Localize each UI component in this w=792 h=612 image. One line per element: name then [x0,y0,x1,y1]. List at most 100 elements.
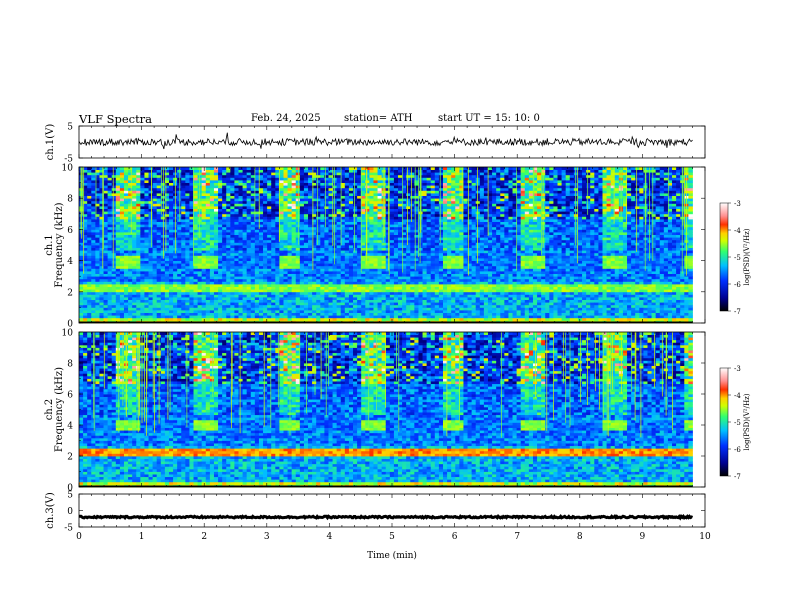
spectrogram-cell [287,299,293,303]
spectrogram-cell [361,242,366,246]
spectrogram-cell [222,271,227,274]
spectrogram-cell [389,172,395,176]
spectrogram-cell [185,302,190,306]
spectrogram-cell [361,294,366,298]
spectrogram-cell [393,242,399,246]
spectrogram-cell [119,208,125,212]
spectrogram-cell [336,219,342,222]
spectrogram-cell [209,200,215,204]
spectrogram-cell [361,182,366,186]
spectrogram-cell [385,250,391,254]
spectrogram-cell [201,250,207,254]
spectrogram-cell [295,297,301,300]
spectrogram-cell [128,255,133,259]
spectrogram-cell [369,174,374,178]
spectrogram-cell [254,268,260,272]
spectrogram-cell [246,281,252,285]
spectrogram-cell [173,307,178,311]
spectrogram-cell [201,289,207,293]
spectrogram-cell [111,247,117,251]
spectrogram-cell [148,198,154,202]
spectrogram-cell [230,185,235,189]
spectrogram-cell [99,229,104,233]
spectrogram-cell [156,221,162,225]
spectrogram-cell [348,255,354,259]
spectrogram-cell [344,297,350,300]
spectrogram-cell [230,297,235,300]
spectrogram-cell [95,273,100,277]
spectrogram-cell [344,315,350,319]
spectrogram-cell [308,271,313,274]
spectrogram-cell [263,252,268,256]
spectrogram-cell [99,193,104,196]
spectrogram-cell [95,211,100,215]
spectrogram-cell [148,219,154,222]
spectrogram-cell [393,255,399,259]
spectrogram-cell [230,278,235,282]
spectrogram-cell [398,260,403,264]
spectrogram-cell [201,180,207,183]
spectrogram-cell [402,273,407,277]
spectrogram-cell [111,169,117,173]
spectrogram-cell [107,167,113,170]
spectrogram-cell [226,289,231,293]
spectrogram-cell [267,219,272,222]
spectrogram-cell [95,187,100,191]
spectrogram-cell [365,255,370,259]
spectrogram-cell [385,174,391,178]
spectrogram-cell [152,310,158,313]
spectrogram-cell [336,252,342,256]
spectrogram-cell [373,226,378,230]
spectrogram-cell [173,299,178,303]
spectrogram-cell [267,185,272,189]
spectrogram-cell [291,317,297,321]
spectrogram-cell [353,216,358,220]
spectrogram-cell [271,258,276,261]
spectrogram-cell [156,237,162,241]
spectrogram-cell [308,284,313,287]
spectrogram-cell [128,245,133,248]
spectrogram-cell [299,190,305,194]
spectrogram-cell [132,211,137,215]
spectrogram-cell [385,221,391,225]
spectrogram-cell [353,317,358,321]
spectrogram-cell [128,190,133,194]
spectrogram-cell [230,276,235,280]
spectrogram-cell [357,177,362,181]
spectrogram-cell [119,294,125,298]
spectrogram-cell [95,219,100,222]
spectrogram-cell [107,271,113,274]
spectrogram-cell [348,276,354,280]
spectrogram-cell [107,260,113,264]
spectrogram-cell [132,278,137,282]
spectrogram-cell [418,302,423,306]
spectrogram-cell [79,242,84,246]
spectrogram-cell [402,260,407,264]
spectrogram-cell [365,234,370,238]
spectrogram-cell [373,260,378,264]
spectrogram-cell [279,310,284,313]
spectrogram-cell [389,229,395,233]
spectrogram-cell [283,271,288,274]
spectrogram-cell [132,289,137,293]
spectrogram-cell [263,213,268,217]
spectrogram-cell [279,317,284,321]
spectrogram-cell [402,281,407,285]
spectrogram-cell [414,187,419,191]
spectrogram-cell [267,208,272,212]
spectrogram-cell [254,245,260,248]
spectrogram-cell [242,265,248,269]
spectrogram-cell [398,299,403,303]
spectrogram-cell [83,167,88,170]
spectrogram-cell [242,169,248,173]
spectrogram-cell [222,219,227,222]
spectrogram-cell [291,167,297,170]
spectrogram-cell [168,281,174,285]
spectrogram-cell [213,242,219,246]
spectrogram-cell [205,203,211,207]
spectrogram-cell [164,299,170,303]
spectrogram-cell [410,286,415,290]
spectrogram-cell [406,291,411,295]
spectrogram-cell [222,291,227,295]
spectrogram-cell [83,174,88,178]
